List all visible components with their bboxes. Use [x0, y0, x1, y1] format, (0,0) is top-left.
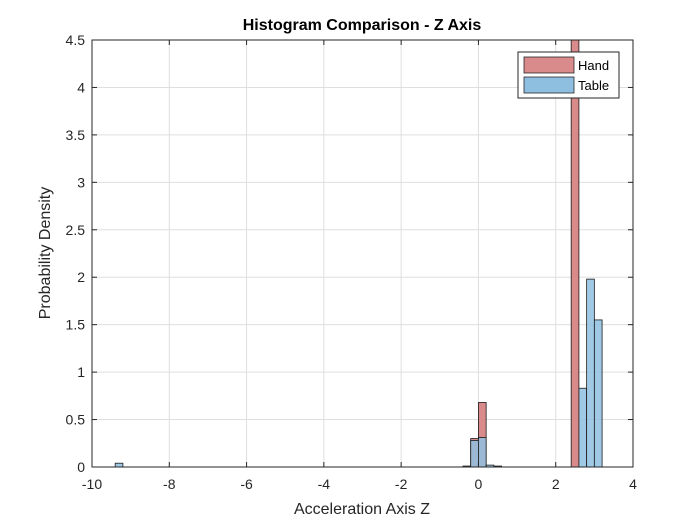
bar-hand — [570, 39, 580, 468]
x-tick-label: -4 — [318, 476, 331, 492]
bar-table — [578, 387, 588, 468]
bar-table — [593, 319, 603, 468]
axis-ticks — [91, 39, 634, 468]
x-tick-label: 4 — [629, 476, 637, 492]
y-tick-label: 0 — [77, 459, 85, 475]
y-tick-label: 4 — [77, 79, 85, 95]
y-tick-label: 3.5 — [66, 127, 86, 143]
x-tick-label: -2 — [395, 476, 408, 492]
legend-label-table: Table — [578, 78, 609, 93]
y-axis-label: Probability Density — [37, 187, 54, 320]
y-tick-label: 4.5 — [66, 32, 86, 48]
x-tick-label: -6 — [240, 476, 253, 492]
y-tick-label: 1 — [77, 364, 85, 380]
legend-swatch-hand — [523, 56, 575, 74]
x-tick-label: 2 — [552, 476, 560, 492]
y-tick-label: 2.5 — [66, 222, 86, 238]
bar-table — [470, 440, 479, 468]
plot-area — [92, 40, 633, 467]
y-tick-label: 2 — [77, 269, 85, 285]
y-tick-labels: 0 0.5 1 1.5 2 2.5 3 3.5 4 4.5 — [66, 32, 86, 475]
bar-table — [586, 278, 595, 468]
x-tick-label: -10 — [82, 476, 102, 492]
legend-label-hand: Hand — [578, 58, 609, 73]
bar-table — [114, 462, 124, 468]
legend: Hand Table — [517, 51, 620, 99]
x-tick-label: 0 — [475, 476, 483, 492]
legend-swatch-table — [523, 76, 575, 94]
x-tick-labels: -10 -8 -6 -4 -2 0 2 4 — [82, 476, 637, 492]
axes-box — [91, 39, 634, 468]
bar-table — [478, 437, 487, 468]
chart-title: Histogram Comparison - Z Axis — [243, 17, 482, 34]
y-tick-label: 3 — [77, 174, 85, 190]
x-tick-label: -8 — [163, 476, 176, 492]
x-axis-label: Acceleration Axis Z — [294, 501, 430, 518]
y-tick-label: 1.5 — [66, 317, 86, 333]
y-tick-label: 0.5 — [66, 412, 86, 428]
